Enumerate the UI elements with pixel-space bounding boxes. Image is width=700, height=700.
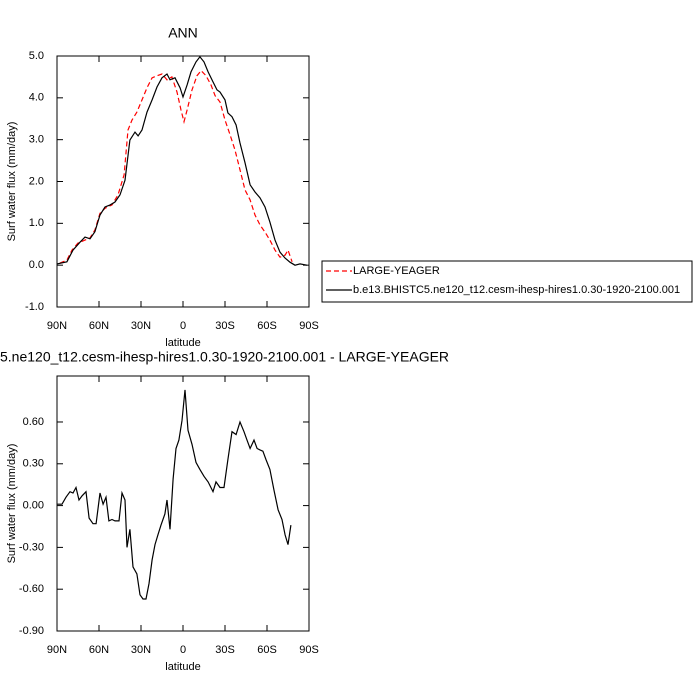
y-tick-label: -0.90 — [19, 625, 44, 637]
legend-label: b.e13.BHISTC5.ne120_t12.cesm-ihesp-hires… — [353, 284, 680, 296]
x-tick-label: 60N — [89, 644, 109, 656]
x-tick-label: 30N — [131, 644, 151, 656]
y-axis-label: Surf water flux (mm/day) — [6, 122, 18, 242]
x-tick-label: 90N — [47, 320, 67, 332]
x-tick-label: 30S — [215, 320, 235, 332]
x-tick-label: 60S — [257, 644, 277, 656]
y-tick-label: -1.0 — [25, 301, 44, 313]
data-line — [56, 55, 308, 266]
plot-frame — [56, 375, 310, 632]
x-tick-label: 30N — [131, 320, 151, 332]
x-tick-label: 90S — [299, 644, 319, 656]
y-tick-label: 1.0 — [29, 217, 44, 229]
legend-label: LARGE-YEAGER — [353, 265, 440, 277]
chart-title: ANN — [168, 25, 198, 41]
y-axis-label: Surf water flux (mm/day) — [6, 444, 18, 564]
y-tick-label: -0.30 — [19, 541, 44, 553]
y-tick-label: 3.0 — [29, 134, 44, 146]
y-tick-label: 0.00 — [23, 499, 44, 511]
y-tick-label: 2.0 — [29, 175, 44, 187]
y-tick-label: 5.0 — [29, 50, 44, 62]
plot-frame — [56, 55, 310, 308]
y-tick-label: -0.60 — [19, 583, 44, 595]
x-tick-label: 90S — [299, 320, 319, 332]
y-tick-label: 4.0 — [29, 92, 44, 104]
x-tick-label: 60N — [89, 320, 109, 332]
y-tick-label: 0.30 — [23, 458, 44, 470]
x-tick-label: 90N — [47, 644, 67, 656]
x-tick-label: 0 — [180, 320, 186, 332]
legend-box — [321, 260, 693, 303]
data-line — [57, 389, 292, 600]
data-line — [59, 69, 293, 264]
chart-title: 5.ne120_t12.cesm-ihesp-hires1.0.30-1920-… — [0, 349, 449, 365]
y-tick-label: 0.60 — [23, 416, 44, 428]
x-tick-label: 0 — [180, 644, 186, 656]
x-axis-label: latitude — [165, 337, 200, 349]
x-tick-label: 60S — [257, 320, 277, 332]
y-tick-label: 0.0 — [29, 259, 44, 271]
x-axis-label: latitude — [165, 661, 200, 673]
x-tick-label: 30S — [215, 644, 235, 656]
